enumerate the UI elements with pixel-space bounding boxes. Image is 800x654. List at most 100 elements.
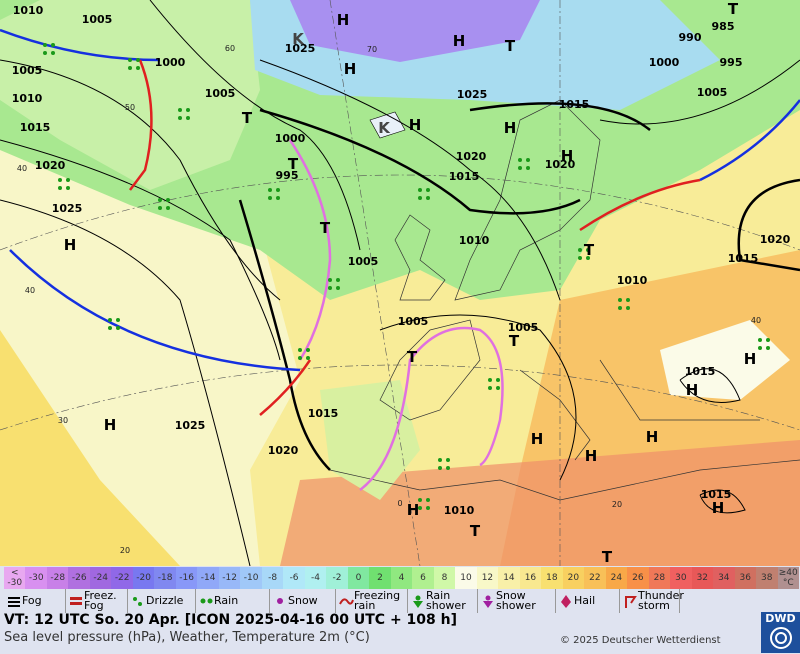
scale-cell: ≥40 °C <box>777 567 799 589</box>
rain-symbol <box>336 278 340 282</box>
rain-symbol <box>488 386 492 390</box>
pressure-label: 1000 <box>275 132 306 145</box>
isotherm-label: 20 <box>612 500 622 509</box>
weather-legend-item: Freezing rain <box>336 589 408 613</box>
rain-symbol <box>43 51 47 55</box>
pressure-label: 1005 <box>348 255 379 268</box>
pressure-label: 1020 <box>268 444 299 457</box>
weather-label: Rain <box>214 594 239 607</box>
rain-symbol <box>526 158 530 162</box>
rain-symbol <box>276 196 280 200</box>
weather-icon <box>339 598 354 605</box>
pressure-center: T <box>407 348 418 366</box>
logo-icon <box>769 627 792 649</box>
rain-symbol <box>438 466 442 470</box>
rain-symbol <box>158 206 162 210</box>
pressure-center: H <box>64 236 77 254</box>
scale-cell: 32 <box>691 567 714 589</box>
rain-symbol <box>766 338 770 342</box>
rain-symbol <box>328 286 332 290</box>
pressure-label: 1005 <box>508 321 539 334</box>
rain-symbol <box>328 278 332 282</box>
weather-map: 1010 1005 1005 1000 1005 1010 1015 1020 1025 1025… <box>0 0 800 566</box>
rain-symbol <box>51 51 55 55</box>
pressure-label: 1025 <box>285 42 316 55</box>
pressure-center: T <box>320 219 331 237</box>
valid-time: VT: 12 UTC So. 20 Apr. [ICON 2025-04-16 … <box>4 612 458 628</box>
rain-symbol <box>758 338 762 342</box>
rain-symbol <box>426 498 430 502</box>
scale-cell: 30 <box>670 567 692 589</box>
fronts <box>0 28 800 491</box>
weather-label: Snow <box>288 594 318 607</box>
description: Sea level pressure (hPa), Weather, Tempe… <box>4 630 370 645</box>
rain-symbol <box>446 466 450 470</box>
pressure-center: T <box>728 0 739 18</box>
weather-symbols <box>43 43 770 510</box>
scale-cell: -28 <box>46 567 69 589</box>
rain-symbol <box>578 248 582 252</box>
scale-cell: 16 <box>519 567 542 589</box>
pressure-label: 1000 <box>155 56 186 69</box>
rain-symbol <box>136 58 140 62</box>
rain-symbol <box>578 256 582 260</box>
weather-label: Hail <box>574 594 596 607</box>
isobars-bold <box>238 102 800 471</box>
weather-legend-item: Rain shower <box>408 589 478 613</box>
isotherm-label: 40 <box>25 286 35 295</box>
scale-cell: < -30 <box>4 567 26 589</box>
rain-symbol <box>128 58 132 62</box>
rain-symbol <box>426 196 430 200</box>
pressure-label: 1015 <box>728 252 759 265</box>
isotherm-label: 60 <box>225 44 235 53</box>
scale-cell: 22 <box>584 567 606 589</box>
rain-symbol <box>426 188 430 192</box>
weather-icon <box>200 598 213 604</box>
graticule <box>0 0 800 566</box>
pressure-label: 1015 <box>685 365 716 378</box>
rain-symbol <box>586 256 590 260</box>
scale-cell: -16 <box>175 567 198 589</box>
scale-cell: -22 <box>111 567 133 589</box>
pressure-label: 1005 <box>12 64 43 77</box>
pressure-center: H <box>409 116 422 134</box>
pressure-label: 1005 <box>82 13 113 26</box>
scale-cell: -24 <box>89 567 112 589</box>
rain-symbol <box>158 198 162 202</box>
rain-symbol <box>766 346 770 350</box>
temperature-area <box>0 330 180 566</box>
weather-legend-item: Hail <box>556 589 620 613</box>
pressure-center: K <box>378 119 391 137</box>
rain-symbol <box>418 498 422 502</box>
pressure-center: H <box>686 381 699 399</box>
weather-label: Snow shower <box>496 589 536 612</box>
pressure-center: H <box>337 11 350 29</box>
pressure-center: H <box>344 60 357 78</box>
rain-symbol <box>306 356 310 360</box>
scale-cell: 26 <box>627 567 649 589</box>
rain-symbol <box>186 108 190 112</box>
pressure-label: 1010 <box>444 504 475 517</box>
isotherm-label: 70 <box>367 45 377 54</box>
pressure-label: 1015 <box>20 121 51 134</box>
pressure-center: H <box>453 32 466 50</box>
weather-label: Freez. Fog <box>84 589 117 612</box>
rain-symbol <box>496 386 500 390</box>
temperature-area <box>290 0 540 62</box>
rain-symbol <box>186 116 190 120</box>
pressure-label: 1010 <box>13 4 44 17</box>
weather-icon <box>413 595 423 608</box>
pressure-label: 1025 <box>175 419 206 432</box>
pressure-center: T <box>288 155 299 173</box>
pressure-label: 1020 <box>35 159 66 172</box>
scale-cell: 34 <box>713 567 735 589</box>
weather-label: Freezing rain <box>354 589 401 612</box>
rain-symbol <box>488 378 492 382</box>
weather-icon <box>625 596 637 608</box>
rain-symbol <box>51 43 55 47</box>
weather-icon <box>561 595 571 608</box>
isotherm-label: 40 <box>17 164 27 173</box>
rain-symbol <box>166 198 170 202</box>
pressure-center: T <box>509 332 520 350</box>
